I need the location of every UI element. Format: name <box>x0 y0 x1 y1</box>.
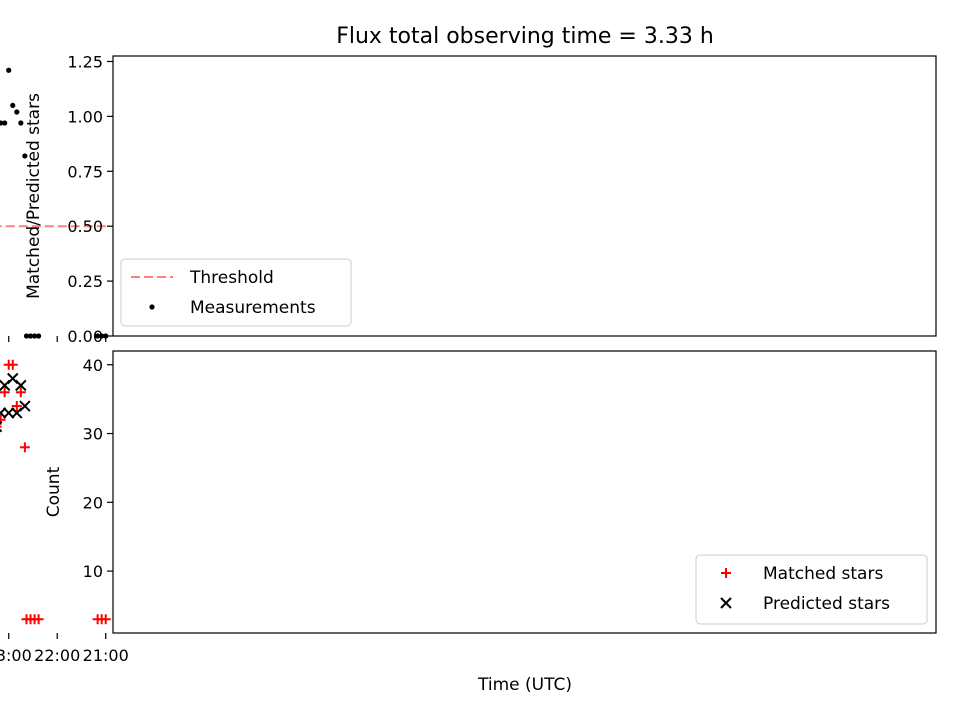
legend-predicted-label: Predicted stars <box>763 594 890 614</box>
measurement-point <box>99 333 105 339</box>
legend-predicted-swatch <box>720 597 732 609</box>
predicted-star-point <box>11 407 23 419</box>
top-y-tick-label: 1.25 <box>67 52 103 71</box>
top-series-0 <box>0 67 109 339</box>
x-tick-label: 22:00 <box>34 646 80 665</box>
bottom-y-tick-label: 20 <box>83 493 103 512</box>
measurement-point <box>22 153 28 159</box>
top-y-tick-label: 0.25 <box>67 272 103 291</box>
top-y-tick-label: 0.00 <box>67 327 103 346</box>
legend-threshold-label: Threshold <box>189 268 274 288</box>
legend-matched-label: Matched stars <box>763 564 883 584</box>
top-y-tick-label: 0.75 <box>67 162 103 181</box>
matched-star-point <box>92 614 103 625</box>
bottom-axes-frame <box>112 350 937 634</box>
matched-star-point <box>11 401 22 412</box>
top-legend-box <box>120 258 352 327</box>
matched-star-point <box>0 387 10 398</box>
top-axes-frame <box>112 55 937 337</box>
matched-star-point <box>19 442 30 453</box>
bottom-panel: 1020304021:0022:0023:0000:0001:0002:0003… <box>0 350 937 665</box>
measurement-point <box>2 120 8 126</box>
bottom-legend-box <box>695 554 928 625</box>
measurement-point <box>6 67 12 73</box>
bottom-y-axis-label: Count <box>44 466 64 517</box>
x-axis-label: Time (UTC) <box>477 675 572 695</box>
chart-title: Flux total observing time = 3.33 h <box>336 24 714 49</box>
top-panel: 0.00 0.25 0.50 0.75 1.00 1.25 Matched/Predicte… <box>0 52 937 346</box>
x-tick-label: 23:00 <box>0 646 32 665</box>
measurement-point <box>95 333 101 339</box>
measurement-point <box>10 102 16 109</box>
x-tick-label: 21:00 <box>83 646 129 665</box>
bottom-series-1 <box>0 372 31 433</box>
top-y-axis-label: Matched/Predicted stars <box>24 93 44 299</box>
bottom-series-0 <box>0 359 111 625</box>
bottom-y-tick-label: 10 <box>83 562 103 581</box>
measurement-point <box>18 120 24 126</box>
top-y-tick-label: 1.00 <box>67 107 103 126</box>
legend-measurements-label: Measurements <box>190 298 316 318</box>
measurement-point <box>31 333 38 339</box>
predicted-star-point <box>3 407 15 419</box>
legend-measurements-swatch <box>149 304 155 310</box>
measurement-point <box>27 333 34 339</box>
measurement-point <box>14 109 20 115</box>
bottom-y-tick-label: 30 <box>83 425 103 444</box>
top-legend: Threshold Measurements <box>120 258 352 327</box>
measurement-point <box>23 333 30 339</box>
legend-matched-swatch <box>721 568 731 578</box>
matched-star-point <box>15 387 26 398</box>
top-y-tick-label: 0.50 <box>67 217 103 236</box>
measurement-point <box>0 120 4 126</box>
matched-star-point <box>21 614 32 625</box>
matched-star-point <box>3 359 14 370</box>
bottom-y-tick-label: 40 <box>83 356 103 375</box>
predicted-star-point <box>0 407 7 419</box>
bottom-legend: Matched stars Predicted stars <box>695 554 928 625</box>
predicted-star-point <box>0 379 11 392</box>
measurement-point <box>36 333 42 339</box>
